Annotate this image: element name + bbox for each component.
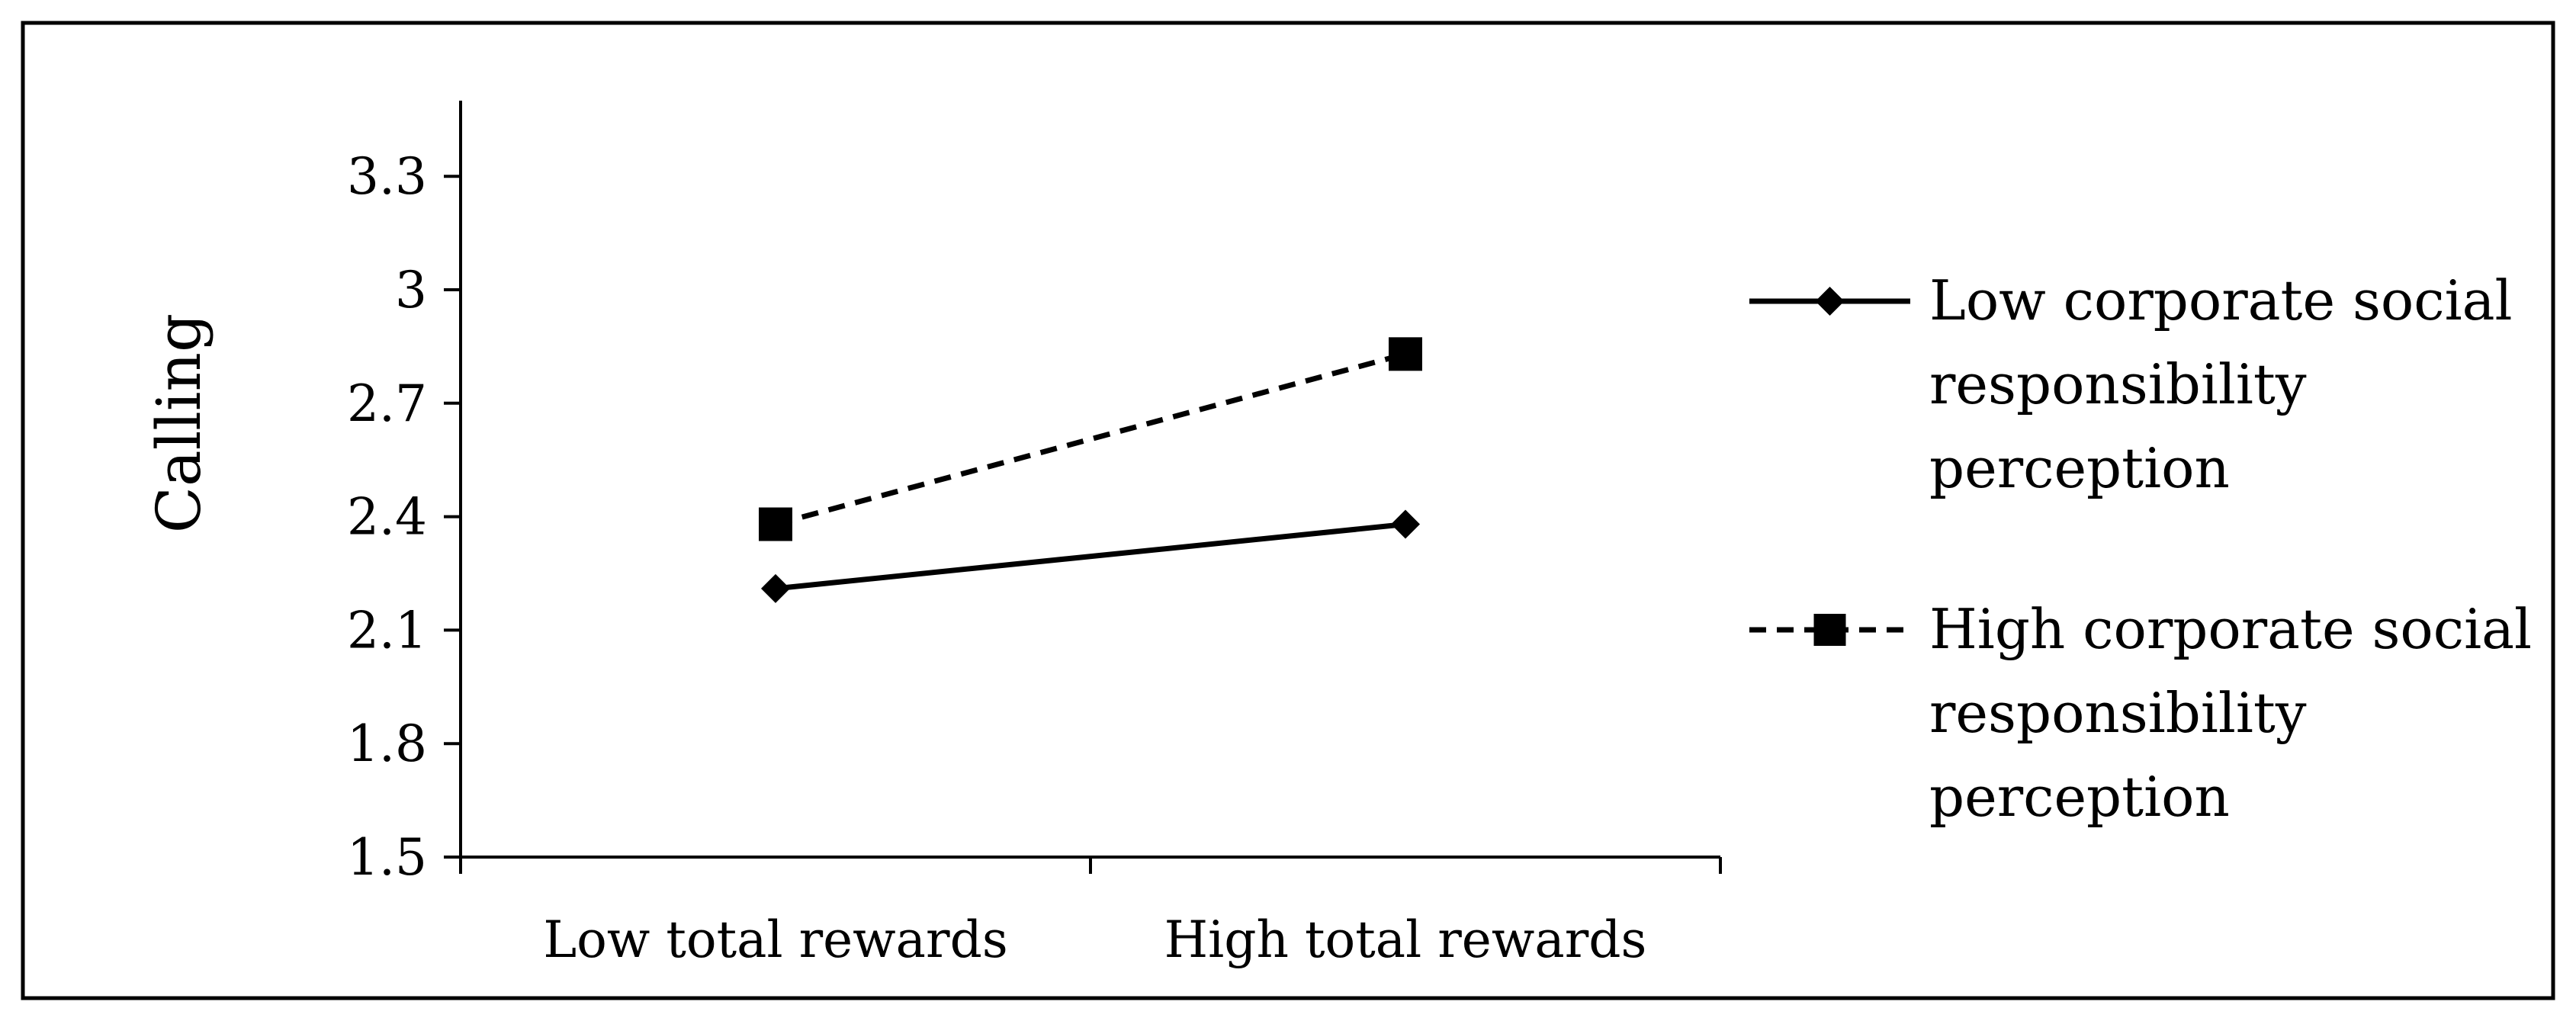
y-axis-label: Calling — [143, 313, 214, 533]
legend-label-1: Low corporate social — [1929, 268, 2513, 332]
legend-label-1: perception — [1929, 436, 2230, 500]
y-tick-label: 2.1 — [347, 601, 427, 660]
data-point-s2-2 — [1389, 337, 1422, 371]
data-point-s2-1 — [759, 507, 792, 541]
x-category-label: Low total rewards — [543, 910, 1007, 969]
chart-frame — [21, 21, 2555, 1000]
y-axis-ticks: 1.5 1.8 2.1 2.4 2.7 3 3.3 — [347, 147, 461, 887]
legend-label-1: responsibility — [1929, 352, 2307, 416]
legend-label-2: perception — [1929, 765, 2230, 829]
legend-label-2: responsibility — [1929, 681, 2307, 745]
series-line-1 — [775, 522, 1406, 592]
series-layer — [759, 337, 1422, 603]
legend-marker-1 — [1815, 287, 1845, 316]
y-tick-label: 3.3 — [347, 147, 427, 206]
legend-marker-2 — [1813, 614, 1846, 646]
legend: Low corporate social responsibility percep… — [1749, 268, 2532, 829]
y-tick-label: 3 — [395, 261, 427, 319]
data-point-s1-2 — [1391, 509, 1420, 539]
y-tick-label: 2.7 — [347, 374, 427, 433]
y-tick-label: 1.8 — [347, 714, 427, 773]
legend-label-2: High corporate social — [1929, 597, 2532, 661]
y-tick-label: 2.4 — [347, 488, 427, 547]
x-category-label: High total rewards — [1164, 910, 1647, 969]
y-tick-label: 1.5 — [347, 828, 427, 887]
x-axis-ticks: Low total rewards High total rewards — [459, 857, 1722, 969]
data-point-s1-1 — [761, 573, 790, 603]
